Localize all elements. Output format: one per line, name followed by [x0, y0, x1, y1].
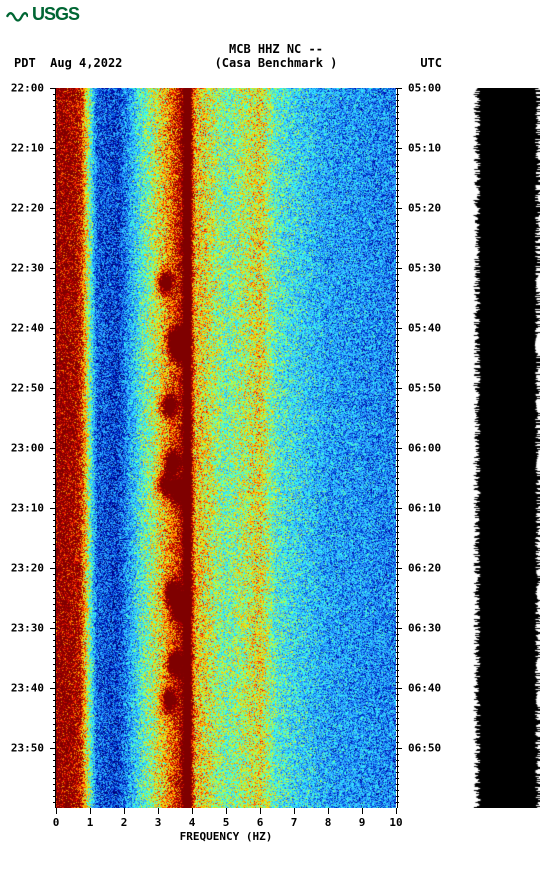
x-axis-frequency: FREQUENCY (HZ) 012345678910 [56, 808, 396, 848]
ytick-left: 23:50 [11, 742, 44, 755]
ytick-right: 05:10 [408, 141, 441, 154]
spectrogram-plot [56, 88, 396, 808]
ytick-right: 06:20 [408, 562, 441, 575]
ytick-right: 06:00 [408, 442, 441, 455]
xtick: 1 [87, 816, 94, 829]
ytick-left: 23:30 [11, 622, 44, 635]
ytick-right: 05:00 [408, 82, 441, 95]
spectrogram-canvas [56, 88, 396, 808]
xtick: 6 [257, 816, 264, 829]
ytick-left: 22:00 [11, 82, 44, 95]
usgs-logo: USGS [6, 4, 79, 25]
xtick: 2 [121, 816, 128, 829]
xtick: 8 [325, 816, 332, 829]
ytick-right: 06:50 [408, 742, 441, 755]
station-line: MCB HHZ NC -- [0, 42, 552, 56]
y-axis-right-utc: 05:0005:1005:2005:3005:4005:5006:0006:10… [396, 88, 466, 808]
ytick-right: 05:30 [408, 262, 441, 275]
ytick-right: 05:40 [408, 321, 441, 334]
xtick: 0 [53, 816, 60, 829]
ytick-right: 05:50 [408, 382, 441, 395]
ytick-right: 06:10 [408, 501, 441, 514]
ytick-left: 22:10 [11, 141, 44, 154]
subtitle: (Casa Benchmark ) [0, 56, 552, 70]
usgs-wave-icon [6, 7, 28, 23]
ytick-left: 23:10 [11, 501, 44, 514]
seismogram-canvas [470, 88, 540, 808]
ytick-left: 23:20 [11, 562, 44, 575]
xtick: 4 [189, 816, 196, 829]
seismogram-trace [470, 88, 540, 808]
ytick-left: 23:00 [11, 442, 44, 455]
tz-right: UTC [420, 56, 442, 70]
ytick-left: 22:30 [11, 262, 44, 275]
ytick-right: 05:20 [408, 202, 441, 215]
xtick: 7 [291, 816, 298, 829]
xtick: 10 [389, 816, 402, 829]
xtick: 5 [223, 816, 230, 829]
xtick: 9 [359, 816, 366, 829]
ytick-right: 06:40 [408, 681, 441, 694]
ytick-left: 22:20 [11, 202, 44, 215]
y-axis-left-pdt: 22:0022:1022:2022:3022:4022:5023:0023:10… [0, 88, 56, 808]
ytick-left: 23:40 [11, 681, 44, 694]
x-axis-label: FREQUENCY (HZ) [56, 830, 396, 843]
ytick-left: 22:50 [11, 382, 44, 395]
ytick-left: 22:40 [11, 321, 44, 334]
usgs-logo-text: USGS [32, 4, 79, 25]
xtick: 3 [155, 816, 162, 829]
ytick-right: 06:30 [408, 622, 441, 635]
